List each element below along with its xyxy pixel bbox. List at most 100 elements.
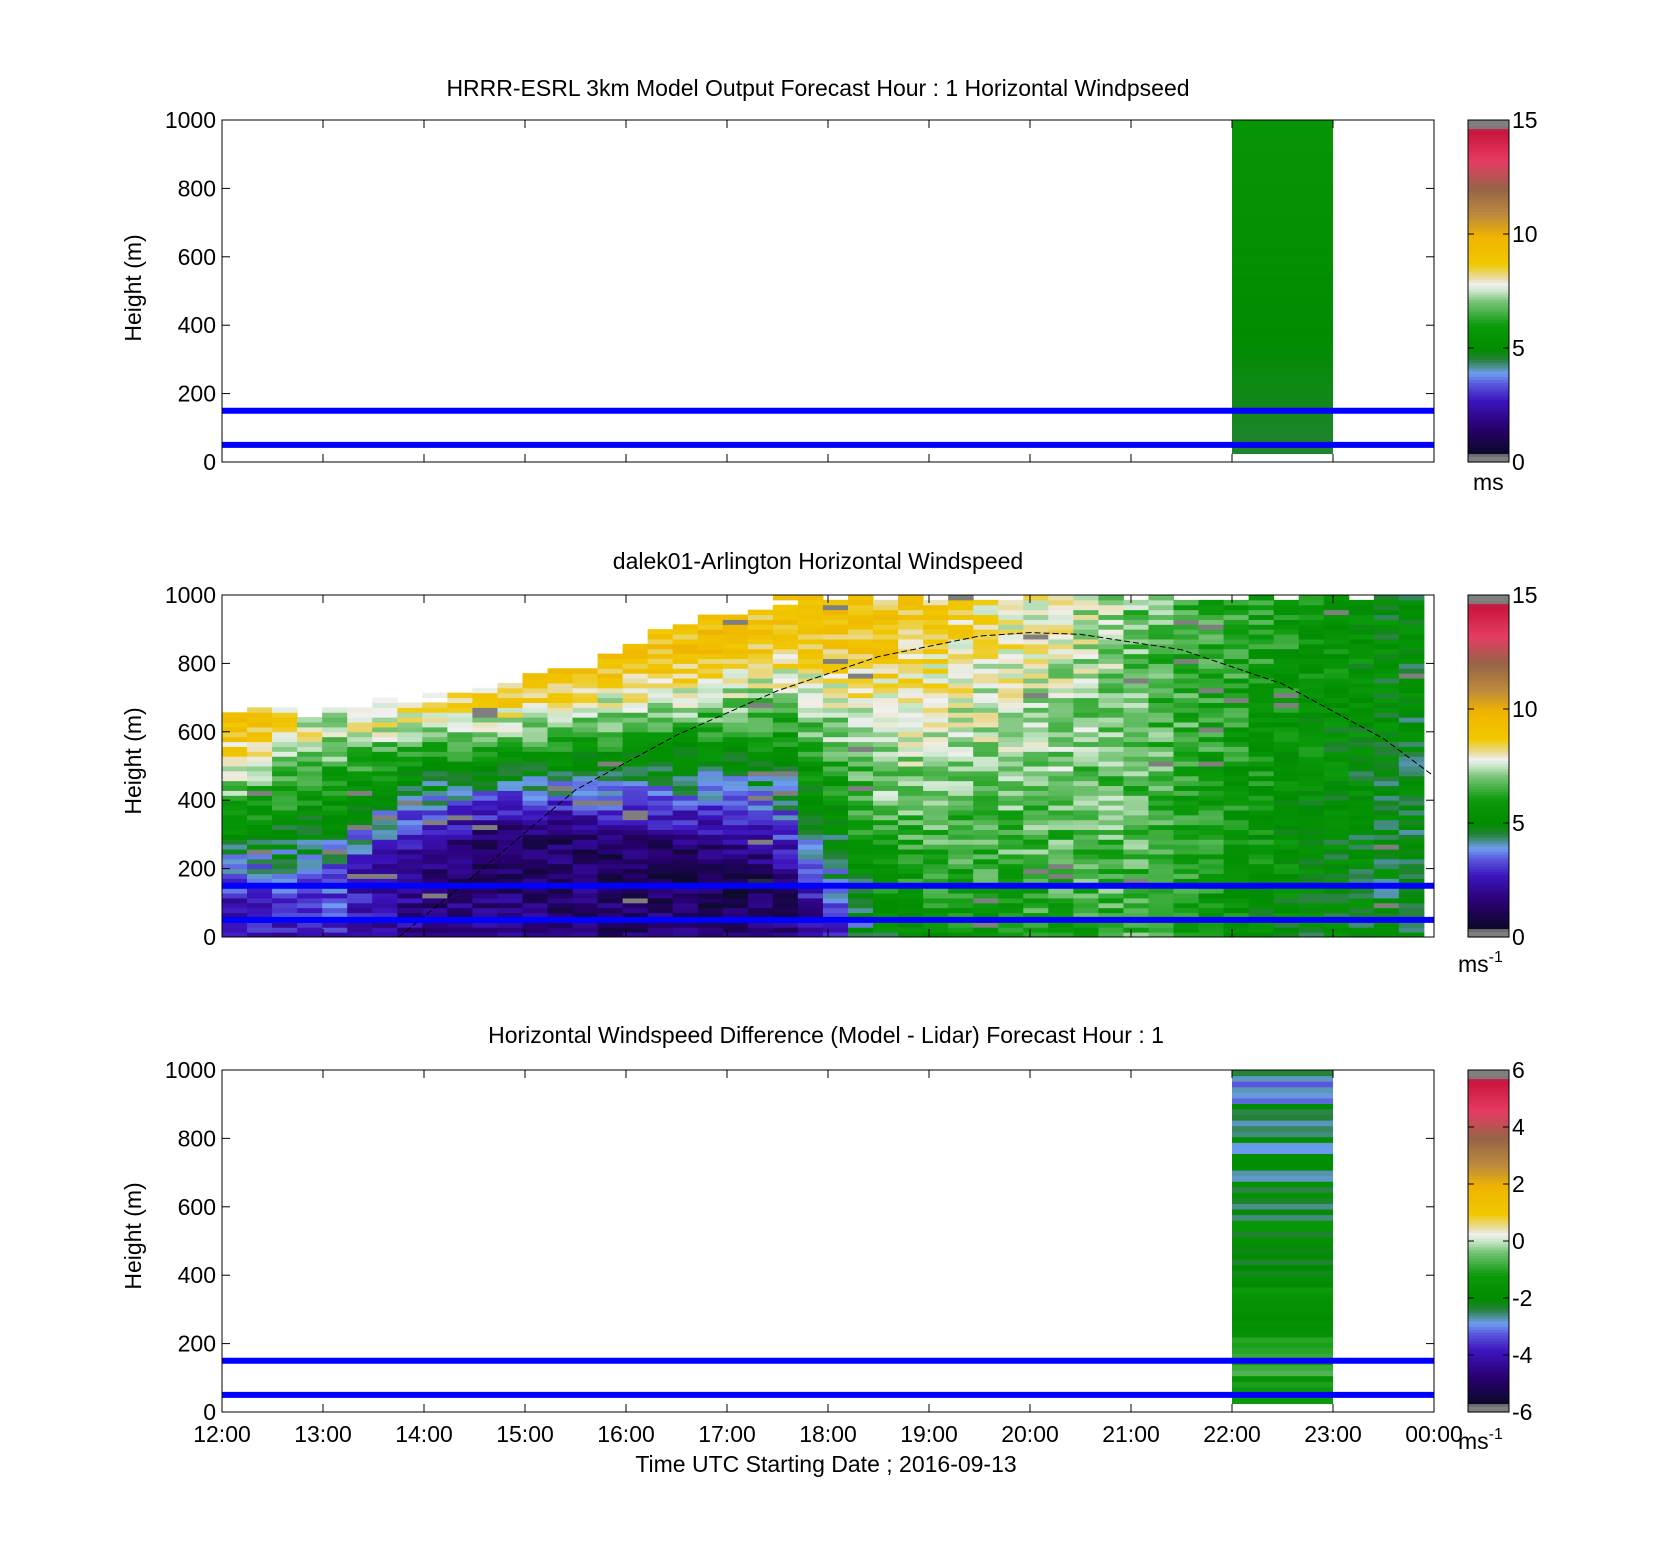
- heatmap-cell: [522, 731, 549, 738]
- heatmap-cell: [547, 809, 574, 816]
- heatmap-cell: [1348, 907, 1375, 914]
- heatmap-cell: [1148, 717, 1175, 723]
- heatmap-cell: [272, 722, 298, 728]
- heatmap-cell: [923, 746, 949, 752]
- heatmap-cell: [1273, 897, 1300, 904]
- heatmap-cell: [597, 761, 624, 767]
- heatmap-cell: [347, 878, 373, 884]
- heatmap-cell: [597, 702, 624, 708]
- heatmap-cell: [822, 893, 849, 899]
- colorbar-segment: [1468, 726, 1509, 730]
- heatmap-cell: [422, 770, 448, 777]
- heatmap-cell: [1232, 325, 1333, 332]
- heatmap-cell: [572, 902, 599, 909]
- heatmap-cell: [1232, 1125, 1333, 1132]
- heatmap-cell: [1123, 932, 1149, 938]
- heatmap-cell: [1223, 726, 1250, 733]
- heatmap-cell: [847, 785, 874, 791]
- heatmap-cell: [1148, 897, 1175, 904]
- heatmap-cell: [247, 912, 273, 918]
- heatmap-cell: [722, 893, 749, 899]
- heatmap-cell: [622, 912, 649, 918]
- heatmap-cell: [547, 697, 574, 703]
- heatmap-cell: [772, 668, 799, 674]
- heatmap-cell: [472, 726, 498, 733]
- colorbar-segment: [1468, 1178, 1509, 1182]
- heatmap-cell: [797, 697, 824, 703]
- heatmap-cell: [923, 809, 949, 816]
- heatmap-cell: [1123, 897, 1149, 904]
- colorbar-segment: [1468, 680, 1509, 684]
- heatmap-cell: [1148, 682, 1175, 689]
- colorbar-segment: [1468, 1235, 1509, 1239]
- heatmap-cell: [397, 849, 423, 855]
- heatmap-cell: [1173, 722, 1200, 728]
- heatmap-cell: [847, 809, 874, 816]
- heatmap-cell: [1273, 780, 1300, 787]
- heatmap-cell: [272, 800, 298, 806]
- heatmap-cell: [397, 907, 423, 914]
- heatmap-cell: [1398, 790, 1425, 796]
- heatmap-cell: [948, 614, 974, 620]
- heatmap-cell: [1232, 342, 1333, 349]
- heatmap-cell: [247, 717, 273, 723]
- heatmap-cell: [772, 770, 799, 777]
- heatmap-cell: [347, 775, 373, 782]
- heatmap-cell: [973, 912, 999, 918]
- y-tick-label: 200: [178, 1331, 216, 1357]
- colorbar-segment: [1468, 703, 1509, 707]
- heatmap-cell: [1373, 858, 1400, 865]
- heatmap-cell: [1373, 638, 1400, 645]
- heatmap-cell: [948, 692, 974, 699]
- heatmap-cell: [247, 897, 273, 904]
- heatmap-cell: [1232, 1158, 1333, 1166]
- heatmap-cell: [1348, 893, 1375, 899]
- heatmap-cell: [497, 897, 523, 904]
- heatmap-cell: [998, 932, 1024, 938]
- heatmap-cell: [1173, 893, 1200, 899]
- heatmap-cell: [1073, 726, 1099, 733]
- heatmap-cell: [1298, 849, 1325, 855]
- colorbar-segment: [1468, 842, 1509, 847]
- heatmap-cell: [1073, 707, 1099, 713]
- heatmap-cell: [647, 766, 674, 772]
- heatmap-cell: [973, 722, 999, 728]
- y-tick-label: 800: [178, 175, 216, 201]
- heatmap-cell: [923, 687, 949, 694]
- heatmap-cell: [797, 668, 824, 674]
- heatmap-cell: [1273, 668, 1300, 674]
- heatmap-cell: [272, 731, 298, 738]
- colorbar-segment: [1468, 385, 1509, 389]
- heatmap-cell: [898, 795, 924, 801]
- heatmap-cell: [1248, 629, 1275, 635]
- colorbar-segment: [1468, 1372, 1509, 1376]
- colorbar-segment: [1468, 387, 1509, 392]
- heatmap-cell: [1148, 619, 1175, 625]
- colorbar-segment: [1468, 1149, 1509, 1154]
- heatmap-cell: [722, 702, 749, 708]
- colorbar-segment: [1468, 359, 1509, 363]
- heatmap-cell: [697, 795, 724, 801]
- colorbar-segment: [1468, 1218, 1509, 1222]
- heatmap-cell: [647, 839, 674, 845]
- heatmap-cell: [1323, 599, 1350, 606]
- colorbar-segment: [1468, 1212, 1509, 1216]
- heatmap-cell: [547, 756, 574, 762]
- heatmap-cell: [998, 604, 1024, 611]
- heatmap-cell: [597, 790, 624, 796]
- heatmap-cell: [322, 819, 348, 826]
- heatmap-cell: [597, 858, 624, 865]
- colorbar-segment: [1468, 310, 1509, 315]
- heatmap-cell: [1048, 844, 1074, 850]
- heatmap-cell: [1323, 717, 1350, 723]
- heatmap-cell: [1348, 922, 1375, 928]
- heatmap-cell: [898, 746, 924, 752]
- heatmap-cell: [747, 902, 774, 909]
- heatmap-cell: [1232, 181, 1333, 188]
- heatmap-cell: [1023, 736, 1049, 743]
- colorbar-segment: [1468, 365, 1509, 369]
- heatmap-cell: [1048, 653, 1074, 660]
- heatmap-cell: [948, 604, 974, 611]
- heatmap-cell: [597, 912, 624, 918]
- heatmap-cell: [322, 736, 348, 743]
